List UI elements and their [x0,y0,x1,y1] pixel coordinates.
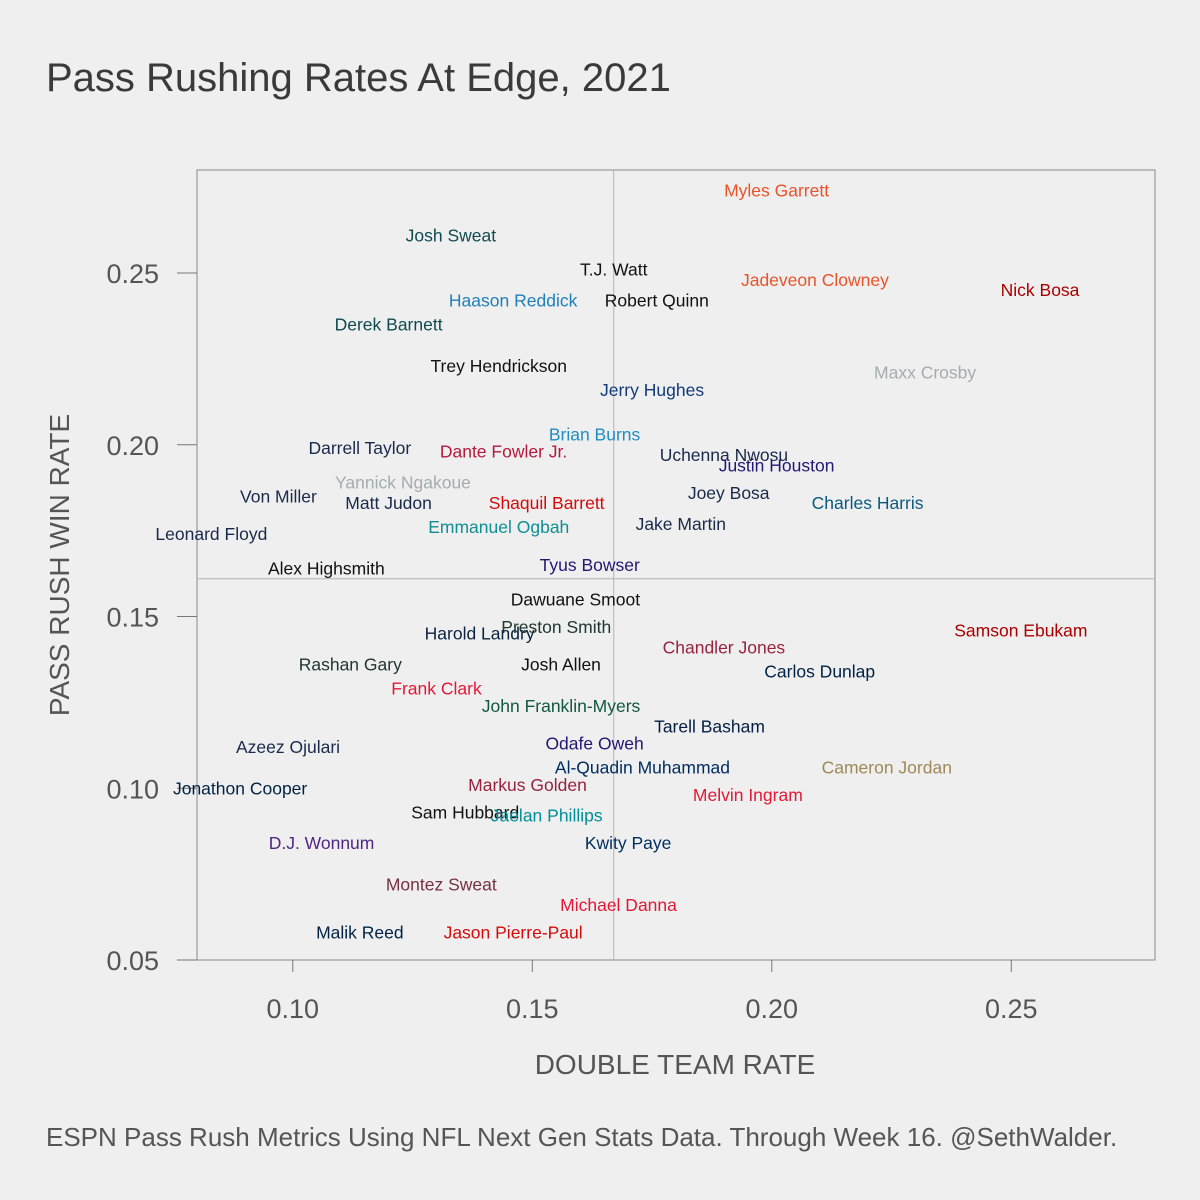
player-label: Jason Pierre-Paul [444,923,583,943]
player-label: Cameron Jordan [822,758,952,778]
player-label: Michael Danna [560,895,677,915]
player-label: Josh Allen [521,655,601,675]
y-axis: 0.05 0.10 0.15 0.20 0.25 [106,259,197,976]
player-label: Azeez Ojulari [236,737,340,757]
player-label: Uchenna Nwosu [660,445,788,465]
player-label: Haason Reddick [449,291,578,311]
player-label: Tyus Bowser [540,555,640,575]
player-label: Matt Judon [345,493,432,513]
player-label: Dante Fowler Jr. [440,442,567,462]
player-label: Brian Burns [549,424,641,444]
x-tick-label: 0.20 [746,994,799,1024]
y-tick-label: 0.20 [106,431,159,461]
plot-frame [196,169,1156,961]
player-label: Trey Hendrickson [431,356,567,376]
player-label: Sam Hubbard [411,802,519,822]
player-label: Von Miller [240,486,317,506]
player-label: Leonard Floyd [155,524,267,544]
player-label: Robert Quinn [605,291,709,311]
x-tick-label: 0.10 [267,994,320,1024]
player-label: T.J. Watt [580,260,648,280]
chart-caption: ESPN Pass Rush Metrics Using NFL Next Ge… [46,1122,1118,1152]
x-tick-label: 0.15 [506,994,559,1024]
player-label: Justin Houston [719,455,835,475]
player-label: Chandler Jones [663,637,786,657]
data-points: Myles Garrett Josh Sweat T.J. Watt Jadeveon… [155,181,1087,943]
player-label: Dawuane Smoot [511,589,641,609]
player-label: Markus Golden [468,775,587,795]
player-label: Darrell Taylor [308,438,411,458]
player-label: Preston Smith [501,617,611,637]
player-label: Maxx Crosby [874,363,976,383]
player-label: Jake Martin [636,514,726,534]
scatter-chart: 0.10 0.15 0.20 0.25 0.05 0.10 0.15 0.20 0.25 My… [44,169,1156,1080]
player-label: Jadeveon Clowney [741,270,889,290]
player-label: Carlos Dunlap [764,661,875,681]
player-label: Yannick Ngakoue [335,473,471,493]
player-label: Josh Sweat [406,225,497,245]
player-label: Samson Ebukam [954,620,1087,640]
player-label: Odafe Oweh [545,734,643,754]
player-label: Al-Quadin Muhammad [555,758,730,778]
chart-title: Pass Rushing Rates At Edge, 2021 [46,56,671,100]
y-tick-label: 0.05 [106,946,159,976]
x-tick-label: 0.25 [985,994,1038,1024]
player-label: Rashan Gary [299,655,402,675]
player-label: John Franklin-Myers [482,696,641,716]
player-label: Jaelan Phillips [491,806,603,826]
player-label: Jerry Hughes [600,380,704,400]
player-label: Myles Garrett [724,181,829,201]
player-label: Emmanuel Ogbah [428,517,569,537]
player-label: Derek Barnett [335,315,443,335]
reference-lines [197,170,1155,960]
player-label: Montez Sweat [386,874,497,894]
y-tick-label: 0.15 [106,603,159,633]
player-label: Harold Landry [425,624,535,644]
player-label: Kwity Paye [585,833,672,853]
player-label: Melvin Ingram [693,785,803,805]
player-label: Joey Bosa [688,483,770,503]
player-label: Charles Harris [812,493,924,513]
y-tick-label: 0.10 [106,774,159,804]
player-label: D.J. Wonnum [269,833,375,853]
player-label: Alex Highsmith [268,558,385,578]
player-label: Shaquil Barrett [489,493,605,513]
player-label: Frank Clark [391,679,482,699]
player-label: Jonathon Cooper [173,778,307,798]
x-axis: 0.10 0.15 0.20 0.25 [267,960,1038,1024]
player-label: Nick Bosa [1001,280,1080,300]
player-label: Malik Reed [316,923,404,943]
player-label: Tarell Basham [654,716,765,736]
y-axis-title: PASS RUSH WIN RATE [44,414,75,716]
y-tick-label: 0.25 [106,259,159,289]
x-axis-title: DOUBLE TEAM RATE [535,1049,816,1080]
